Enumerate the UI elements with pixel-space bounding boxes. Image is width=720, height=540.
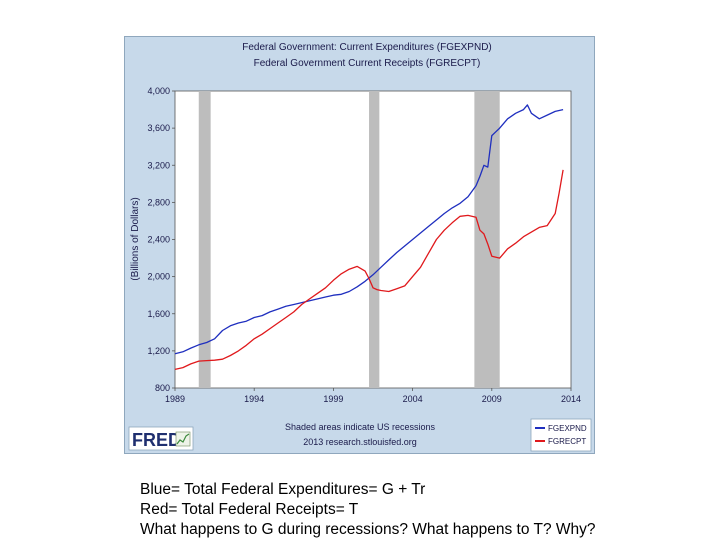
series-lines (174, 104, 564, 371)
recession-band-2 (474, 91, 500, 388)
recession-note: Shaded areas indicate US recessions (285, 422, 436, 432)
fred-logo-text: FRED (132, 430, 181, 450)
caption-question: What happens to G during recessions? Wha… (140, 521, 596, 538)
recession-band-1 (369, 91, 380, 388)
recession-shading (198, 91, 500, 388)
y-tick-label: 800 (155, 383, 170, 393)
chart-subtitle: Federal Government Current Receipts (FGR… (254, 58, 481, 69)
x-tick-label: 2004 (403, 394, 423, 404)
fred-logo: FRED (128, 426, 194, 451)
legend-label-fgrecpt: FGRECPT (548, 437, 586, 446)
y-tick-label: 3,600 (147, 123, 170, 133)
x-tick-label: 1994 (244, 394, 264, 404)
caption-red: Red= Total Federal Receipts= T (140, 501, 359, 518)
y-tick-label: 2,400 (147, 235, 170, 245)
chart-frame: Federal Government: Current Expenditures… (124, 36, 595, 454)
y-tick-label: 2,000 (147, 272, 170, 282)
series-line-fgexpnd (174, 104, 564, 355)
legend-label-fgexpnd: FGEXPND (548, 424, 587, 433)
y-tick-label: 1,200 (147, 346, 170, 356)
x-axis-ticks: 1989 1994 1999 2004 2009 2014 (165, 388, 581, 404)
y-tick-label: 1,600 (147, 309, 170, 319)
source-note: 2013 research.stlouisfed.org (303, 437, 417, 447)
fred-chart-icon (175, 431, 191, 447)
caption-blue: Blue= Total Federal Expenditures= G + Tr (140, 481, 426, 498)
legend: FGEXPND FGRECPT (530, 418, 592, 452)
x-tick-label: 2009 (482, 394, 502, 404)
series-line-fgrecpt (174, 169, 564, 371)
y-axis-label: (Billions of Dollars) (130, 197, 141, 280)
y-axis-ticks: 4,000 3,600 3,200 2,800 2,400 2,000 1,600 1,200… (147, 86, 175, 393)
y-tick-label: 3,200 (147, 160, 170, 170)
chart-title: Federal Government: Current Expenditures… (242, 42, 492, 53)
x-tick-label: 1989 (165, 394, 185, 404)
fred-chart: Federal Government: Current Expenditures… (128, 42, 592, 452)
x-tick-label: 2014 (561, 394, 581, 404)
recession-band-0 (198, 91, 211, 388)
y-tick-label: 4,000 (147, 86, 170, 96)
x-tick-label: 1999 (323, 394, 343, 404)
y-tick-label: 2,800 (147, 197, 170, 207)
